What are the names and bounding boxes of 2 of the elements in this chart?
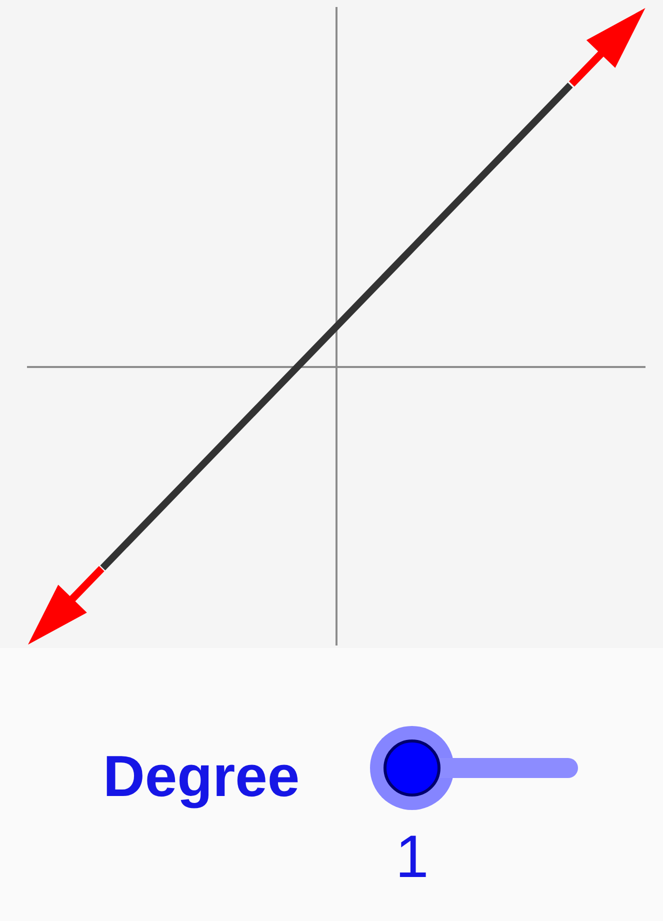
text: 1 bbox=[394, 823, 430, 890]
text: Degree bbox=[103, 744, 300, 809]
